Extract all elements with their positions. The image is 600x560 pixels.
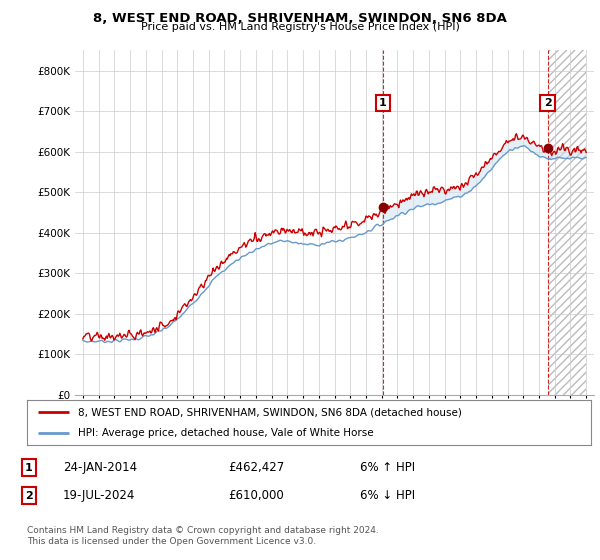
Text: Price paid vs. HM Land Registry's House Price Index (HPI): Price paid vs. HM Land Registry's House … [140,22,460,32]
Text: 19-JUL-2024: 19-JUL-2024 [63,489,136,502]
Text: 1: 1 [25,463,32,473]
Text: 8, WEST END ROAD, SHRIVENHAM, SWINDON, SN6 8DA (detached house): 8, WEST END ROAD, SHRIVENHAM, SWINDON, S… [78,408,461,418]
Text: £610,000: £610,000 [228,489,284,502]
Text: 8, WEST END ROAD, SHRIVENHAM, SWINDON, SN6 8DA: 8, WEST END ROAD, SHRIVENHAM, SWINDON, S… [93,12,507,25]
Text: Contains HM Land Registry data © Crown copyright and database right 2024.
This d: Contains HM Land Registry data © Crown c… [27,526,379,546]
Text: 24-JAN-2014: 24-JAN-2014 [63,461,137,474]
Text: £462,427: £462,427 [228,461,284,474]
Text: 6% ↑ HPI: 6% ↑ HPI [360,461,415,474]
Text: 1: 1 [379,98,386,108]
Text: 6% ↓ HPI: 6% ↓ HPI [360,489,415,502]
Text: 2: 2 [544,98,551,108]
Text: HPI: Average price, detached house, Vale of White Horse: HPI: Average price, detached house, Vale… [78,428,373,438]
Text: 2: 2 [25,491,32,501]
